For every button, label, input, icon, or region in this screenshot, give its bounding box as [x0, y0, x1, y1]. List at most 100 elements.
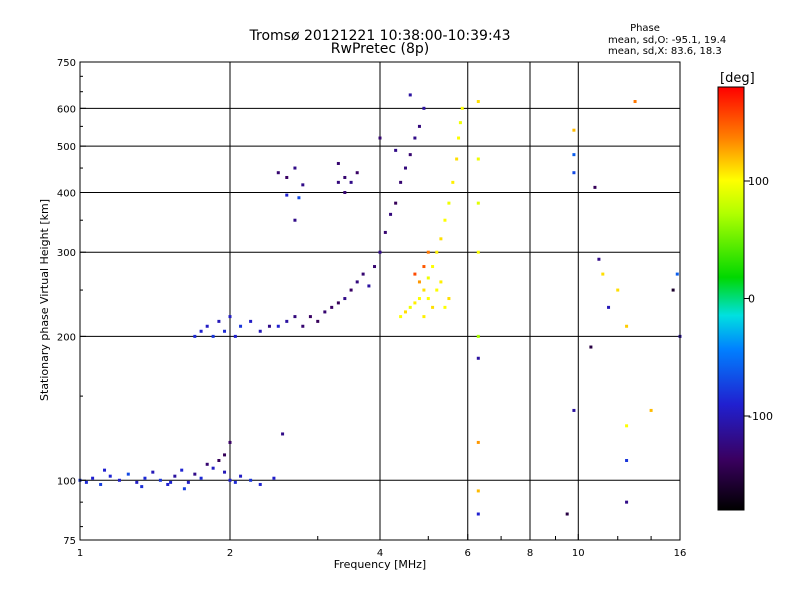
data-point [349, 180, 353, 184]
data-point [443, 305, 447, 309]
data-point [422, 106, 426, 110]
y-tick-label: 75 [63, 536, 76, 547]
y-axis-label: Stationary phase Virtual Height [km] [38, 199, 51, 401]
data-point [426, 276, 430, 280]
colorbar: [deg] 100 0 -100 [717, 71, 773, 511]
data-point [158, 478, 162, 482]
data-point [625, 458, 629, 462]
data-point [476, 440, 480, 444]
data-point [426, 297, 430, 301]
grid-lines [80, 62, 680, 540]
data-point [417, 280, 421, 284]
data-point [293, 218, 297, 222]
data-point [476, 356, 480, 360]
data-point [281, 432, 285, 436]
data-point [108, 474, 112, 478]
data-point [408, 305, 412, 309]
data-point [399, 180, 403, 184]
x-tick-label: 6 [465, 548, 471, 559]
data-point [285, 175, 289, 179]
data-point [223, 329, 227, 333]
data-point [182, 487, 186, 491]
data-point [426, 250, 430, 254]
data-point [239, 324, 243, 328]
data-point [193, 334, 197, 338]
data-point [143, 476, 147, 480]
data-point [297, 196, 301, 200]
data-point [217, 319, 221, 323]
data-point [589, 345, 593, 349]
data-point [166, 482, 170, 486]
data-point [135, 480, 139, 484]
x-tick-label: 2 [227, 548, 233, 559]
data-point [316, 319, 320, 323]
y-tick-label: 750 [57, 58, 76, 69]
data-point [373, 265, 377, 269]
data-point [228, 478, 232, 482]
data-point [435, 250, 439, 254]
data-point [223, 453, 227, 457]
data-point [233, 334, 237, 338]
stats-heading: Phase [630, 23, 660, 34]
data-point [451, 180, 455, 184]
data-point [99, 482, 103, 486]
data-point [343, 297, 347, 301]
data-point [422, 265, 426, 269]
data-point [625, 500, 629, 504]
data-point [439, 280, 443, 284]
data-point [447, 201, 451, 205]
chart-title: Tromsø 20121221 10:38:00-10:39:43 [249, 28, 511, 44]
data-point [675, 272, 679, 276]
data-point [180, 468, 184, 472]
x-tick-label: 8 [527, 548, 533, 559]
data-point [417, 124, 421, 128]
chart-subtitle: RwPretec (8p) [331, 41, 429, 57]
data-point [389, 212, 393, 216]
data-point [323, 310, 327, 314]
data-point [199, 329, 203, 333]
data-point [117, 478, 121, 482]
data-point [378, 136, 382, 140]
data-point [205, 324, 209, 328]
data-point [625, 424, 629, 428]
data-point [649, 408, 653, 412]
data-point [301, 324, 305, 328]
data-point [276, 324, 280, 328]
data-point [403, 166, 407, 170]
data-point [413, 136, 417, 140]
data-point [330, 305, 334, 309]
data-point [572, 128, 576, 132]
data-point [383, 230, 387, 234]
data-point [476, 157, 480, 161]
data-point [126, 472, 130, 476]
data-point [239, 474, 243, 478]
data-point [228, 440, 232, 444]
y-tick-label: 600 [57, 104, 76, 115]
data-point [308, 315, 312, 319]
data-point [593, 185, 597, 189]
data-point [476, 250, 480, 254]
data-point [336, 180, 340, 184]
data-point [565, 512, 569, 516]
data-point [336, 161, 340, 165]
data-point [439, 237, 443, 241]
y-tick-label: 300 [57, 248, 76, 259]
data-point [211, 466, 215, 470]
data-point [460, 106, 464, 110]
data-point [293, 166, 297, 170]
x-tick-label: 10 [572, 548, 585, 559]
data-point [417, 297, 421, 301]
data-point [228, 315, 232, 319]
stats-line-o: mean, sd,O: -95.1, 19.4 [608, 35, 726, 46]
data-point [408, 93, 412, 97]
data-point [258, 329, 262, 333]
data-point [633, 100, 637, 104]
data-point [361, 272, 365, 276]
data-point [355, 280, 359, 284]
data-point [413, 272, 417, 276]
data-point [671, 288, 675, 292]
data-point [399, 315, 403, 319]
data-point [476, 201, 480, 205]
data-point [476, 334, 480, 338]
data-point [447, 297, 451, 301]
